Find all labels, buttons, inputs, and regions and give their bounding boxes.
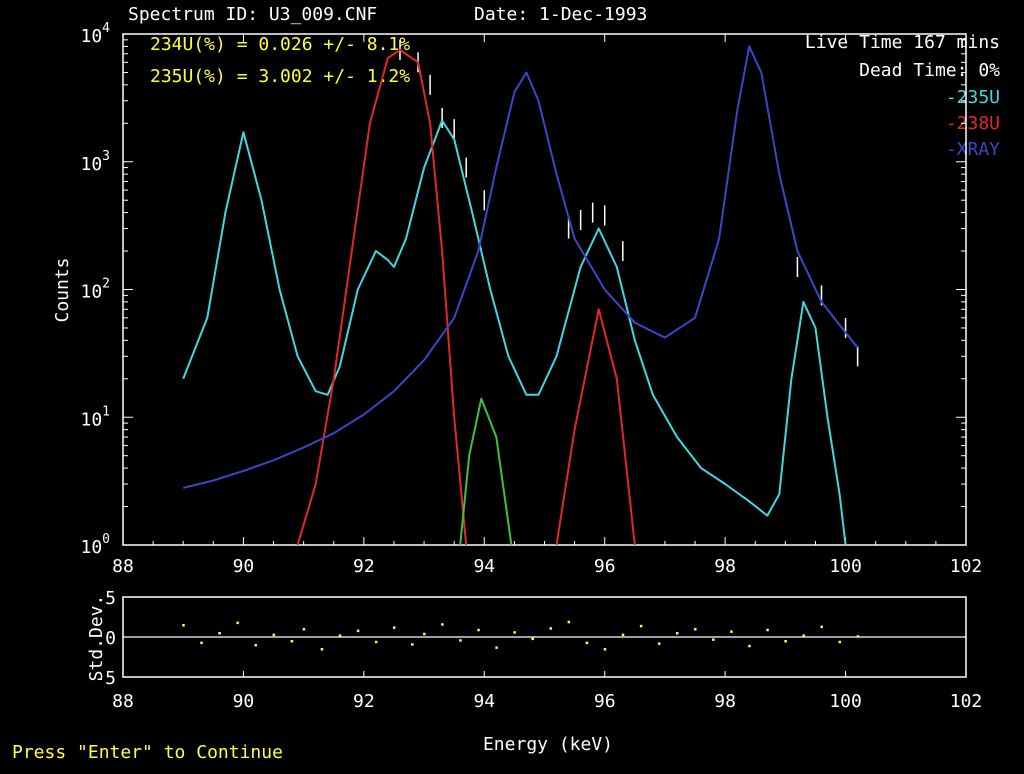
residual-point [585, 641, 589, 645]
residual-point [302, 628, 306, 631]
legend-entry: -235U [946, 87, 1000, 108]
result-234u: 234U(%) = 0.026 +/- 8.1% [150, 34, 410, 55]
residual-point [218, 632, 221, 635]
y-tick-label: 103 [80, 149, 110, 175]
spectrum-date: Date: 1-Dec-1993 [474, 4, 647, 25]
residual-point [411, 643, 414, 646]
residual-y-tick-label: 0 [105, 628, 116, 649]
residual-point [290, 640, 294, 643]
residual-point [254, 644, 257, 647]
main-plot-axes: 88 90 92 94 96 98 100 102 100 101 102 103 104 [80, 21, 982, 577]
residual-point [272, 633, 276, 637]
x-tick-label: 102 [950, 556, 983, 577]
x-tick-label: 88 [112, 556, 134, 577]
residual-point [675, 632, 679, 635]
residual-point [802, 634, 805, 637]
residual-point [657, 642, 661, 645]
residual-point [477, 628, 480, 632]
series-xray [182, 45, 859, 489]
x-tick-label: 90 [233, 556, 255, 577]
residual-point [356, 629, 360, 633]
x-tick-label: 98 [714, 556, 736, 577]
residual-point [603, 648, 607, 651]
residual-point [392, 626, 396, 629]
residual-point [621, 633, 625, 637]
residual-y-tick-label: 5 [105, 588, 116, 609]
x-tick-label: 92 [353, 556, 375, 577]
residual-x-tick-label: 102 [950, 691, 983, 712]
live-time: Live Time 167 mins [805, 32, 1000, 53]
residual-point [495, 646, 498, 649]
dead-time: Dead Time: 0% [859, 60, 1000, 81]
series-green [459, 397, 513, 546]
residual-point [441, 623, 444, 626]
result-235u: 235U(%) = 3.002 +/- 1.2% [150, 66, 410, 87]
residual-x-tick-label: 90 [233, 691, 255, 712]
legend-entry: -XRAY [946, 139, 1000, 160]
residual-point [748, 644, 751, 648]
legend: -235U -238U -XRAY [946, 87, 1000, 160]
x-tick-label: 94 [473, 556, 495, 577]
residual-point [423, 632, 426, 636]
y-tick-label: 100 [80, 532, 110, 558]
residual-point [730, 630, 733, 633]
residual-point [549, 627, 553, 630]
residual-plot-axes: 88 90 92 94 96 98 100 102 -5 0 5 [94, 588, 982, 712]
residual-point [567, 620, 571, 624]
residual-point [320, 648, 324, 651]
residual-point [182, 624, 185, 627]
residual-point [820, 625, 823, 629]
residual-point [236, 621, 239, 625]
residual-x-tick-label: 88 [112, 691, 134, 712]
residual-point [694, 628, 697, 631]
residual-y-tick-label: -5 [94, 668, 116, 689]
main-plot-series [182, 39, 859, 546]
residual-point [766, 628, 769, 632]
y-tick-label: 101 [80, 404, 110, 430]
continue-prompt: Press "Enter" to Continue [12, 742, 283, 763]
residual-x-tick-label: 98 [714, 691, 736, 712]
y-tick-label: 104 [80, 21, 110, 47]
residual-x-tick-label: 100 [829, 691, 862, 712]
residual-point [513, 631, 516, 634]
spectrum-id: Spectrum ID: U3_009.CNF [128, 4, 377, 25]
residual-point [374, 640, 378, 644]
x-tick-label: 100 [829, 556, 862, 577]
residual-point [338, 634, 342, 637]
x-axis-label: Energy (keV) [483, 734, 613, 755]
residual-point [531, 637, 534, 641]
x-tick-label: 96 [594, 556, 616, 577]
residual-x-tick-label: 92 [353, 691, 375, 712]
series-238u-secondary [555, 308, 636, 546]
residual-x-tick-label: 96 [594, 691, 616, 712]
residual-point [639, 624, 643, 628]
residual-y-label: Std.Dev. [86, 595, 107, 682]
residual-plot-points [182, 620, 860, 651]
residual-x-tick-label: 94 [473, 691, 495, 712]
y-tick-label: 102 [80, 277, 110, 303]
y-axis-label: Counts [52, 257, 73, 322]
legend-entry: -238U [946, 113, 1000, 134]
residual-point [784, 640, 787, 643]
residual-point [838, 640, 842, 644]
series-238u [296, 49, 468, 546]
residual-point [200, 641, 203, 645]
residual-point [856, 635, 860, 638]
series-235u [182, 119, 847, 546]
residual-point [712, 638, 715, 641]
residual-point [459, 639, 462, 642]
